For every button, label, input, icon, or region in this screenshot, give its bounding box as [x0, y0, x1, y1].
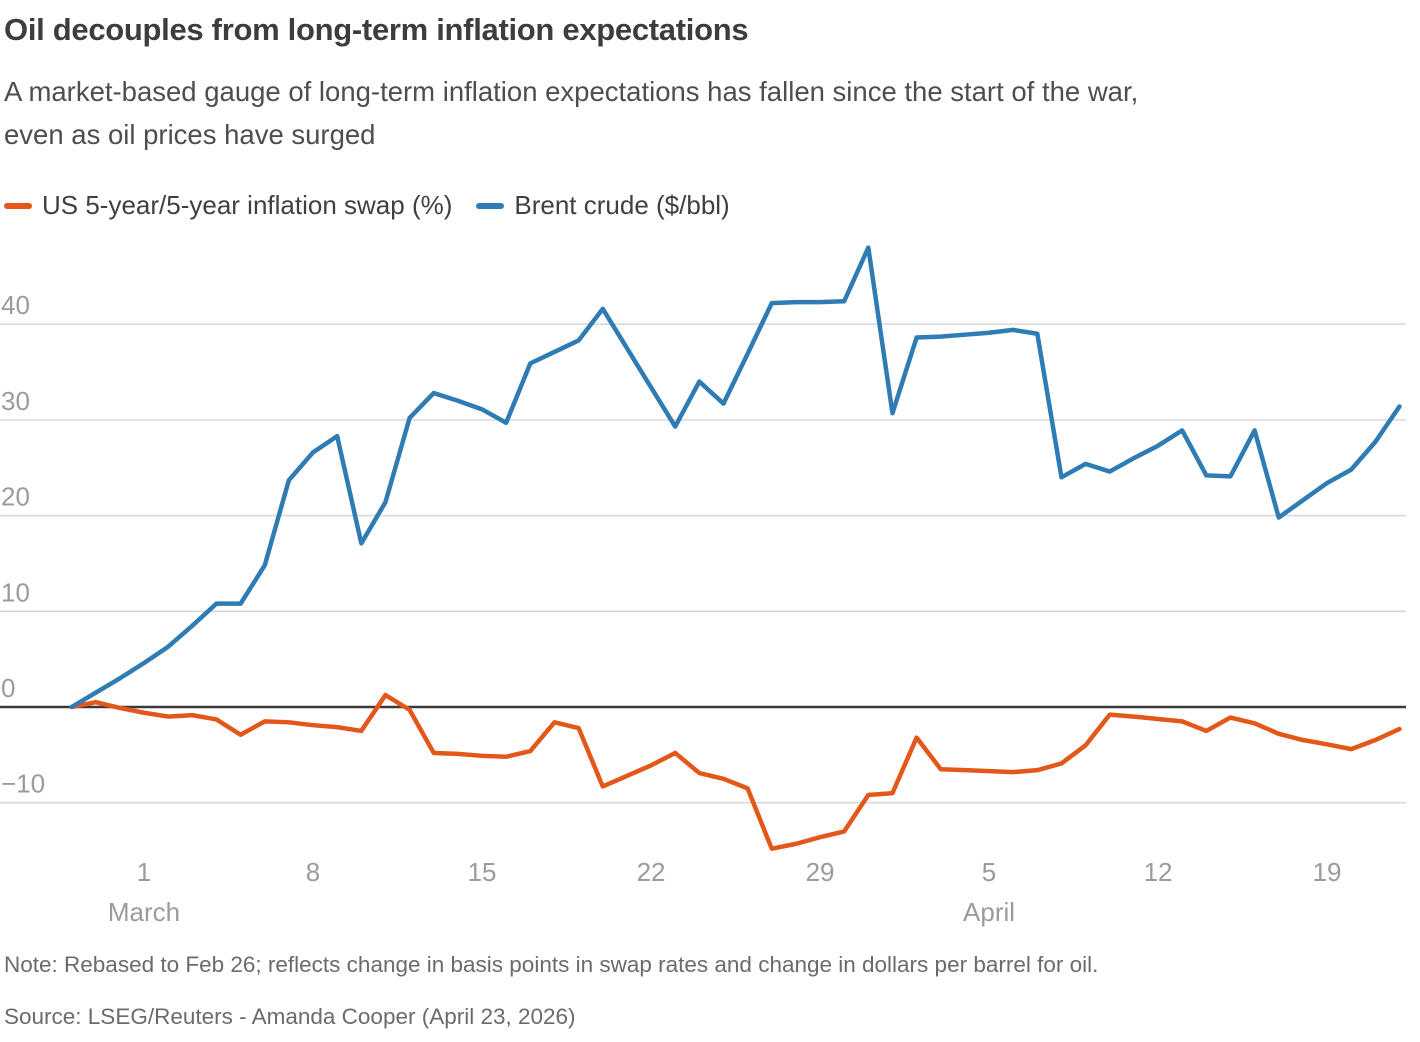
y-axis-label-−10: −10: [1, 769, 45, 799]
x-axis-label-1: 1: [137, 857, 151, 887]
chart-note: Note: Rebased to Feb 26; reflects change…: [4, 952, 1099, 977]
chart-svg: 40 30 20 10 0 −10 1 8 15 22 29 5 12 19 March April: [0, 245, 1406, 927]
brent-legend-swatch-icon: [476, 202, 505, 209]
month-label-april: April: [963, 897, 1015, 927]
x-axis-label-22: 22: [637, 857, 666, 887]
x-axis-label-12: 12: [1144, 857, 1173, 887]
y-axis-label-0: 0: [1, 673, 15, 703]
legend: US 5-year/5-year inflation swap (%) Bren…: [4, 190, 1420, 221]
chart-subtitle-line2: even as oil prices have surged: [4, 119, 376, 150]
legend-item-brent-crude: Brent crude ($/bbl): [476, 190, 730, 221]
y-axis-label-20: 20: [1, 482, 30, 512]
chart-title: Oil decouples from long-term inflation e…: [4, 12, 749, 47]
x-axis-label-29: 29: [806, 857, 835, 887]
x-axis-label-8: 8: [306, 857, 320, 887]
x-axis-label-15: 15: [468, 857, 497, 887]
swap-line: [69, 692, 1402, 851]
legend-label-brent-crude: Brent crude ($/bbl): [514, 190, 730, 220]
chart-area: 40 30 20 10 0 −10 1 8 15 22 29 5 12 19 March April: [0, 240, 1420, 940]
x-axis-label-19: 19: [1313, 857, 1342, 887]
chart-header: Oil decouples from long-term inflation e…: [0, 0, 1420, 221]
y-axis-label-40: 40: [1, 290, 30, 320]
swap-legend-swatch-icon: [4, 202, 32, 209]
chart-source: Source: LSEG/Reuters - Amanda Cooper (Ap…: [4, 1004, 576, 1029]
month-label-march: March: [108, 897, 180, 927]
legend-label-inflation-swap: US 5-year/5-year inflation swap (%): [42, 190, 453, 220]
x-axis-label-5: 5: [982, 857, 996, 887]
brent-line: [69, 245, 1402, 710]
chart-subtitle: A market-based gauge of long-term inflat…: [4, 70, 1420, 156]
legend-item-inflation-swap: US 5-year/5-year inflation swap (%): [4, 190, 452, 221]
y-axis-label-30: 30: [1, 386, 30, 416]
y-axis-label-10: 10: [1, 577, 30, 607]
chart-subtitle-line1: A market-based gauge of long-term inflat…: [4, 76, 1139, 107]
